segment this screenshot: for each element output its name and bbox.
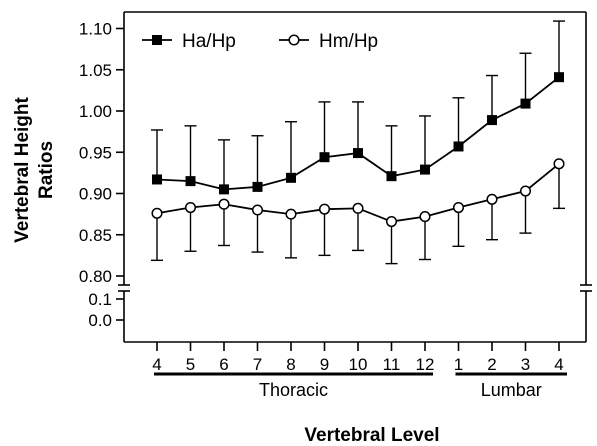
- y-tick-label: 0.95: [79, 143, 112, 162]
- y-axis-title: Vertebral Height Ratios: [12, 96, 57, 242]
- y-axis-ticks: 0.80 0.85 0.90 0.95 1.00 1.05 1.10 0.0 0.1: [79, 20, 124, 330]
- data-point-circle: [486, 193, 498, 205]
- x-tick-label: 12: [416, 355, 435, 374]
- y-tick-label: 1.05: [79, 61, 112, 80]
- data-point-square: [152, 174, 162, 185]
- data-point-circle: [352, 202, 364, 214]
- data-point-circle: [318, 203, 331, 215]
- x-tick-label: 5: [186, 355, 195, 374]
- x-tick-label: 1: [454, 355, 463, 374]
- data-point-circle: [251, 204, 264, 216]
- y-axis-title-line-1: Vertebral Height: [12, 96, 33, 242]
- data-point-circle: [452, 201, 465, 214]
- x-axis-title: Vertebral Level: [304, 425, 439, 446]
- data-point-square: [185, 176, 196, 187]
- level-group-brackets: Thoracic Lumbar: [154, 372, 567, 400]
- data-point-square: [453, 141, 464, 152]
- x-tick-label: 3: [521, 355, 530, 374]
- data-point-square: [386, 171, 397, 182]
- y-tick-label: 0.0: [88, 311, 112, 330]
- legend-label: Ha/Hp: [182, 31, 236, 52]
- y-tick-label: 0.80: [79, 267, 112, 286]
- plot-frame: [118, 11, 592, 343]
- data-point-square: [252, 181, 263, 192]
- data-point-circle: [385, 216, 398, 228]
- x-tick-label: 4: [152, 355, 161, 374]
- data-point-circle: [184, 201, 197, 214]
- data-point-square: [520, 98, 531, 109]
- data-point-square: [554, 72, 564, 83]
- series-1: [151, 20, 565, 195]
- x-tick-label: 10: [349, 355, 368, 374]
- data-point-square: [353, 148, 363, 159]
- data-point-square: [286, 172, 296, 183]
- data-point-circle: [285, 208, 297, 220]
- group-label: Lumbar: [481, 380, 542, 400]
- data-point-square: [219, 184, 229, 195]
- data-point-circle: [553, 158, 565, 170]
- x-tick-label: 9: [320, 355, 329, 374]
- series-layer: [151, 20, 565, 265]
- x-tick-label: 6: [219, 355, 228, 374]
- series-2: [151, 158, 565, 265]
- x-tick-label: 7: [253, 355, 262, 374]
- x-tick-label: 4: [554, 355, 563, 374]
- group-label: Thoracic: [259, 380, 328, 400]
- data-point-circle: [519, 185, 532, 197]
- legend: Ha/Hp Hm/Hp: [142, 31, 378, 52]
- y-tick-label: 0.90: [79, 185, 112, 204]
- x-tick-label: 8: [286, 355, 295, 374]
- data-point-circle: [151, 207, 163, 219]
- legend-marker-circle: [288, 34, 300, 46]
- data-point-circle: [419, 211, 431, 223]
- data-point-circle: [218, 198, 230, 210]
- y-axis-title-line-2: Ratios: [36, 141, 57, 199]
- x-tick-label: 11: [383, 355, 401, 374]
- data-point-square: [420, 164, 430, 175]
- data-point-square: [319, 152, 330, 163]
- y-tick-label: 1.10: [79, 20, 112, 39]
- x-axis-ticks: 4 5 6 7 8 9 10 11 12 1 2 3 4: [152, 342, 564, 374]
- x-tick-label: 2: [487, 355, 496, 374]
- y-tick-label: 1.00: [79, 102, 112, 121]
- legend-marker-square: [152, 35, 162, 45]
- y-tick-label: 0.1: [88, 290, 112, 309]
- legend-label: Hm/Hp: [319, 31, 378, 52]
- y-tick-label: 0.85: [79, 226, 112, 245]
- data-point-square: [487, 115, 497, 126]
